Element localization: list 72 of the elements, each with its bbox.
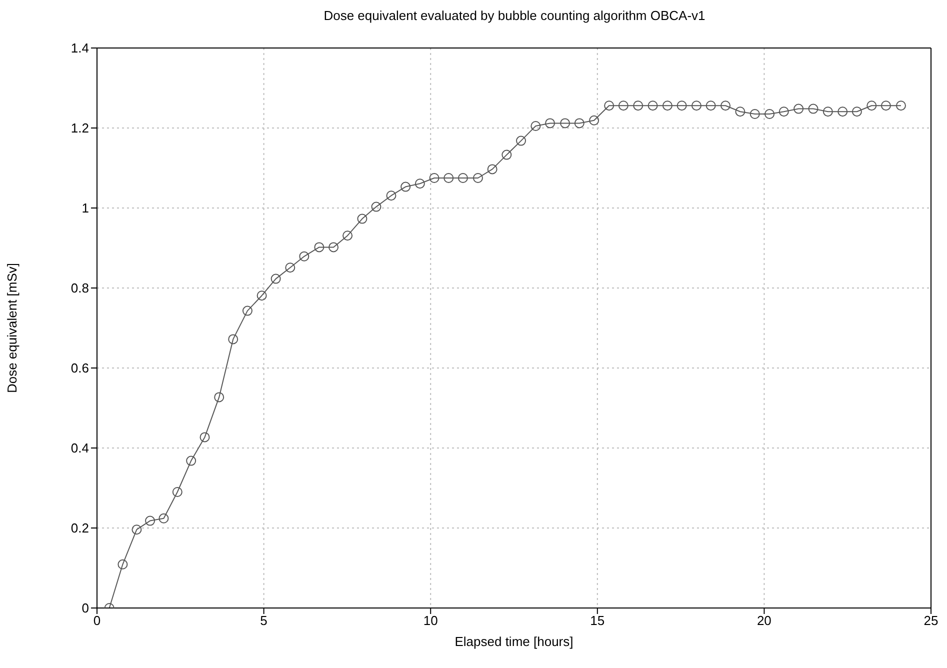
point <box>472 173 483 183</box>
point <box>270 274 281 284</box>
y-tick-label: 0.2 <box>70 520 89 536</box>
point <box>618 100 628 111</box>
point <box>487 164 498 174</box>
point <box>750 109 760 119</box>
point <box>357 214 368 224</box>
x-tick-label: 0 <box>93 613 101 628</box>
point <box>676 100 687 111</box>
point <box>706 100 716 111</box>
point <box>342 230 353 241</box>
point <box>371 202 382 212</box>
x-axis-title: Elapsed time [hours] <box>454 634 574 649</box>
point <box>735 106 746 117</box>
point <box>896 100 906 111</box>
point <box>633 100 644 111</box>
point <box>145 516 156 526</box>
point <box>158 513 169 524</box>
point <box>458 173 468 183</box>
point <box>186 456 196 466</box>
point <box>560 118 570 128</box>
point <box>214 392 224 402</box>
x-tick-label: 10 <box>423 613 438 628</box>
point <box>386 190 396 201</box>
point <box>516 136 526 146</box>
y-tick-label: 1 <box>82 200 89 216</box>
x-tick-label: 20 <box>756 613 772 628</box>
point <box>604 100 614 111</box>
y-axis-title: Dose equivalent [mSv] <box>4 262 20 394</box>
point <box>132 524 142 535</box>
point <box>530 121 541 131</box>
x-tick-label: 15 <box>590 613 605 628</box>
point <box>172 487 182 497</box>
point <box>545 118 556 128</box>
chart-title: Dose equivalent evaluated by bubble counting algorithm OBCA-v1 <box>322 8 706 23</box>
y-tick-label: 0 <box>82 600 89 616</box>
point <box>838 106 848 117</box>
point <box>589 115 600 126</box>
point <box>200 432 210 442</box>
point <box>502 150 512 160</box>
point <box>764 109 775 119</box>
point <box>794 104 804 114</box>
point <box>822 106 833 117</box>
point <box>118 559 128 570</box>
point <box>242 306 252 316</box>
point <box>778 106 789 117</box>
point <box>574 118 584 128</box>
point <box>808 104 818 114</box>
point <box>852 106 862 117</box>
point <box>414 178 425 189</box>
point <box>429 173 440 183</box>
point <box>328 242 339 252</box>
point <box>880 100 891 111</box>
point <box>256 290 267 301</box>
y-tick-label: 0.6 <box>70 360 89 376</box>
point <box>444 173 454 183</box>
point <box>285 262 296 273</box>
point <box>866 100 877 111</box>
x-tick-label: 5 <box>260 613 268 628</box>
point <box>314 242 324 252</box>
point <box>299 251 310 262</box>
point <box>662 100 672 111</box>
y-tick-label: 0.4 <box>70 440 89 456</box>
y-tick-label: 0.8 <box>70 280 89 296</box>
x-tick-label: 25 <box>924 613 938 628</box>
y-tick-label: 1.2 <box>70 120 89 136</box>
y-tick-label: 1.4 <box>70 40 89 56</box>
point <box>400 182 411 192</box>
point <box>228 334 238 344</box>
point <box>691 100 702 111</box>
point <box>648 100 658 111</box>
point <box>720 100 730 111</box>
